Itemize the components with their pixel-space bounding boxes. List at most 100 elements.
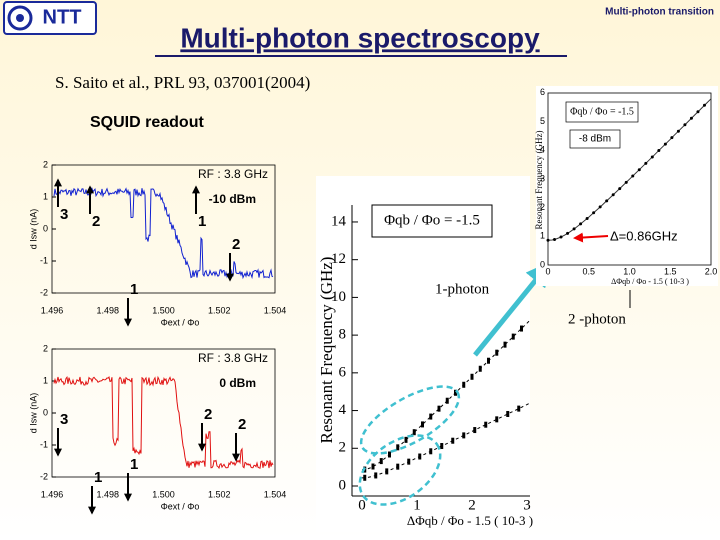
- data-point: [506, 410, 510, 417]
- y-tick-label: 12: [331, 251, 346, 267]
- data-point: [388, 451, 391, 458]
- x-tick-label: 1.502: [208, 305, 231, 315]
- y-tick-label: 5: [540, 116, 545, 126]
- callout-arrow: [473, 261, 552, 357]
- label-box: [371, 204, 493, 238]
- x-tick-label: 3: [523, 497, 531, 513]
- data-point: [683, 123, 687, 127]
- x-axis-label: ΔΦqb / Φo - 1.5 ( 10-3 ): [407, 513, 533, 528]
- data-point: [396, 463, 400, 470]
- x-axis-label: Φext / Φo: [161, 501, 200, 511]
- corner-label: Multi-photon transition: [605, 7, 714, 18]
- power-label: 0 dBm: [219, 376, 256, 390]
- peak-number: 3: [60, 206, 68, 223]
- data-point: [689, 116, 693, 120]
- y-axis-label: d Isw (nA): [28, 209, 38, 250]
- x-tick-label: 1.500: [152, 305, 175, 315]
- inset-frame: [547, 92, 712, 266]
- data-point: [478, 365, 482, 372]
- x-tick-label: 1.500: [152, 489, 175, 499]
- gap-arrow: [573, 232, 609, 243]
- data-point: [379, 458, 383, 465]
- x-tick-label: 1.502: [208, 489, 231, 499]
- data-point: [598, 205, 602, 209]
- data-point: [559, 235, 563, 239]
- x-tick-label: 0: [358, 497, 366, 513]
- y-tick-label: 10: [331, 289, 346, 305]
- trace: [53, 375, 274, 470]
- highlight: [359, 385, 461, 455]
- data-point: [404, 436, 408, 443]
- data-point: [371, 463, 375, 470]
- x-tick-label: 2.0: [705, 266, 718, 276]
- data-point: [650, 155, 654, 159]
- rf-label: RF : 3.8 GHz: [198, 167, 268, 181]
- x-tick-label: 1.498: [96, 305, 119, 315]
- title: Multi-photon spectroscopy: [180, 22, 540, 53]
- data-point: [429, 448, 433, 455]
- power-label: -10 dBm: [209, 192, 256, 206]
- data-point: [473, 427, 477, 434]
- data-point: [572, 227, 576, 231]
- x-tick-label: 1: [413, 497, 421, 513]
- data-point: [663, 142, 667, 146]
- x-tick-label: 1.5: [664, 266, 677, 276]
- data-point: [445, 397, 449, 404]
- data-point: [605, 199, 609, 203]
- x-tick-label: 0.5: [582, 266, 595, 276]
- peak-number: 2: [92, 213, 100, 230]
- y-tick-label: 1: [43, 375, 48, 385]
- peak-number: 1: [94, 469, 102, 486]
- logo-mark: [7, 5, 33, 31]
- peak-number: 2: [238, 416, 246, 433]
- y-tick-label: 1: [540, 231, 545, 241]
- peak-number: 1: [130, 456, 138, 473]
- gap-label: Δ=0.86GHz: [610, 228, 678, 243]
- data-point: [451, 437, 455, 444]
- data-point: [440, 443, 444, 450]
- data-point: [520, 325, 523, 332]
- y-tick-label: -2: [40, 471, 48, 481]
- y-tick-label: 2: [339, 440, 347, 456]
- data-point: [546, 238, 550, 242]
- y-tick-label: 6: [339, 364, 347, 380]
- data-point: [637, 168, 641, 172]
- data-point: [553, 237, 557, 241]
- data-point: [702, 103, 706, 107]
- rf-label: RF : 3.8 GHz: [198, 351, 268, 365]
- data-point: [503, 341, 507, 348]
- x-tick-label: 1.496: [41, 489, 64, 499]
- x-tick-label: 1.504: [264, 489, 287, 499]
- fit-curve: [361, 402, 530, 479]
- y-tick-label: -1: [40, 439, 48, 449]
- data-point: [611, 193, 615, 197]
- data-point: [618, 187, 622, 191]
- y-tick-label: 14: [331, 213, 347, 229]
- y-axis-label: Resonant Frequency (GHz): [534, 131, 544, 230]
- data-point: [579, 222, 583, 226]
- data-point: [363, 474, 367, 481]
- data-point: [412, 429, 416, 436]
- data-point: [495, 349, 499, 356]
- highlight: [358, 434, 442, 506]
- trace-plots: 2 1 0 -1 -2 1.496 1.498 1.500 1.502 1.504 d Isw (n…: [28, 159, 287, 515]
- data-point: [644, 161, 648, 165]
- y-tick-label: 2: [43, 343, 48, 353]
- peak-number: 1: [198, 213, 206, 230]
- data-point: [421, 421, 424, 428]
- data-point: [487, 357, 490, 364]
- y-axis-label: Resonant Frequency (GHz): [317, 257, 336, 444]
- peak-number: 2: [232, 236, 240, 253]
- box-label: Φqb / Φo = -1.5: [384, 212, 480, 228]
- data-point: [495, 416, 499, 423]
- x-tick-label: 0: [545, 266, 550, 276]
- x-tick-label: 2: [468, 497, 476, 513]
- logo: NTT: [43, 6, 82, 28]
- y-tick-label: 6: [540, 87, 545, 97]
- inset-plot: 0 1 2 3 4 5 6 0 0.5 1.0 1.5 2.0 Resonant Frequency (…: [534, 87, 717, 286]
- data-point: [437, 405, 441, 412]
- x-tick-label: 1.498: [96, 489, 119, 499]
- y-tick-label: 3: [540, 173, 545, 183]
- y-tick-label: 2: [540, 202, 545, 212]
